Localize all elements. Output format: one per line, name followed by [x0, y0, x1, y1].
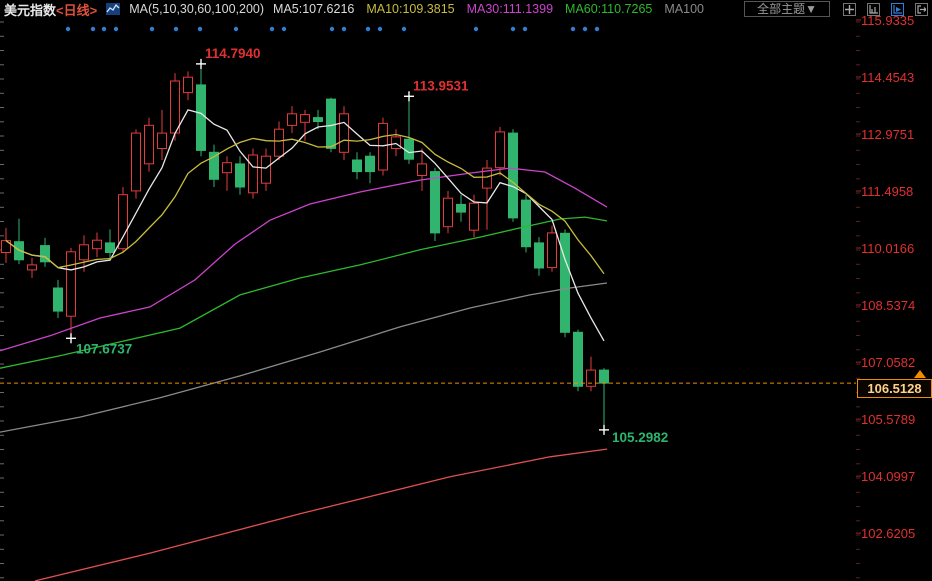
- axis-price-label: 114.4543: [861, 69, 915, 85]
- axis-price-label: 111.4958: [861, 183, 914, 199]
- ma60-line: [0, 216, 608, 369]
- move-icon[interactable]: [843, 2, 856, 16]
- extreme-label: 113.9531: [413, 78, 469, 93]
- price-up-arrow-icon: [914, 370, 926, 379]
- period-label: <日线>: [56, 2, 98, 18]
- ma200-line: [34, 448, 608, 581]
- ma-legend-item: MA100: [664, 2, 704, 16]
- ma-legend-item: MA60:110.7265: [565, 2, 653, 16]
- chart-header: 美元指数 <日线> MA(5,10,30,60,100,200) MA5:107…: [0, 0, 932, 18]
- ma-legend-item: MA5:107.6216: [273, 2, 355, 16]
- axis-price-label: 110.0166: [861, 240, 915, 256]
- ma-legend: MA5:107.6216 MA10:109.3815 MA30:111.1399 MA…: [273, 2, 704, 16]
- ma5-line: [5, 109, 605, 342]
- axis-price-label: 108.5374: [861, 297, 916, 313]
- mini-chart-icon: [106, 3, 121, 15]
- axis-price-label: 112.9751: [861, 126, 915, 142]
- ma-legend-item: MA10:109.3815: [366, 2, 455, 16]
- axis-price-label: 104.0997: [861, 468, 916, 484]
- ma100-line: [0, 282, 608, 433]
- axis-price-label: 102.6205: [861, 525, 916, 541]
- extreme-marker: 113.9531: [404, 78, 469, 102]
- ma10-line: [5, 133, 605, 275]
- ma30-line: [0, 167, 608, 352]
- event-dot-row: [65, 26, 600, 32]
- axis-price-label: 105.5789: [861, 411, 916, 427]
- extreme-marker: 107.6737: [66, 333, 132, 356]
- theme-selector-button[interactable]: 全部主题▼: [744, 1, 830, 17]
- extreme-label: 105.2982: [612, 430, 668, 445]
- axis-chart-icon[interactable]: [867, 2, 880, 16]
- ma-legend-item: MA30:111.1399: [466, 2, 554, 16]
- candles: [1, 63, 609, 430]
- ma-config-label: MA(5,10,30,60,100,200): [129, 2, 265, 16]
- exit-pane-icon[interactable]: [915, 2, 928, 16]
- axis-price-label: 115.9335: [861, 12, 915, 28]
- extreme-marker: 114.7940: [196, 46, 261, 69]
- extreme-label: 114.7940: [205, 46, 261, 61]
- current-price-label: 106.5128: [857, 379, 932, 399]
- axis-price-label: 107.0582: [861, 354, 916, 370]
- extreme-label: 107.6737: [76, 341, 132, 356]
- instrument-title: 美元指数: [4, 2, 57, 18]
- extreme-marker: 105.2982: [599, 424, 668, 445]
- price-axis[interactable]: 115.9335 114.4543 112.9751 111.4958 110.0166…: [856, 0, 932, 581]
- axis-play-icon[interactable]: [891, 2, 904, 16]
